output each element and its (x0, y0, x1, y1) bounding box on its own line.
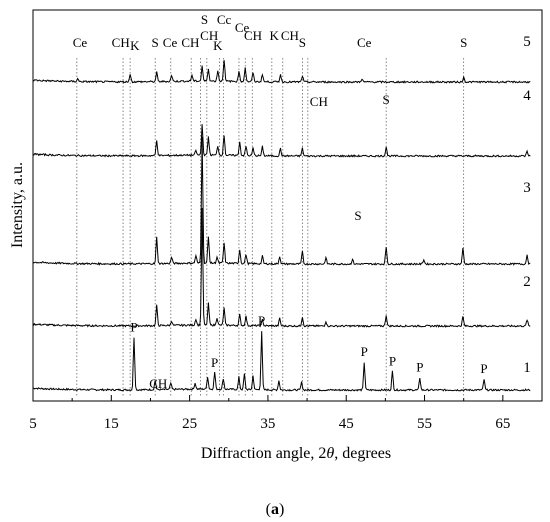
x-tick-label: 55 (417, 416, 432, 432)
reference-lines (76, 58, 465, 396)
peak-label: K (213, 38, 223, 53)
xrd-trace-3 (32, 136, 531, 266)
peak-label: P (361, 344, 368, 359)
peak-label: CH (112, 35, 130, 50)
peak-label: P (389, 353, 396, 368)
peak-label: Ce (73, 35, 88, 50)
plot-frame (32, 9, 543, 402)
peak-label: P (130, 319, 137, 334)
peak-label: P (258, 313, 265, 328)
peak-label: CH (281, 28, 299, 43)
traces (32, 60, 531, 392)
trace-numbers: 1 2 3 4 5 (523, 34, 531, 376)
peak-label: Cc (217, 12, 232, 27)
x-tick-label: 15 (104, 416, 119, 432)
x-tick-label: 5 (29, 416, 37, 432)
x-axis-label-theta: θ (326, 445, 334, 462)
trace-number-2: 2 (523, 274, 531, 290)
peak-label: P (211, 355, 218, 370)
peak-label: Ce (235, 20, 250, 35)
x-axis-label-post: , degrees (334, 445, 391, 462)
figure-caption: (a) (266, 501, 285, 518)
peak-label: P (480, 361, 487, 376)
peak-label: CH (181, 35, 199, 50)
peak-label: Ce (163, 35, 178, 50)
trace-number-3: 3 (523, 180, 531, 196)
xrd-trace-4 (32, 124, 531, 158)
peak-label: K (130, 38, 140, 53)
peak-label: S (460, 35, 467, 50)
peak-label: CH (200, 28, 218, 43)
x-axis-label-pre: Diffraction angle, 2 (201, 445, 326, 462)
peak-label: K (269, 28, 279, 43)
peak-label: S (201, 12, 208, 27)
peak-label: CH (310, 94, 328, 109)
x-tick-label: 35 (260, 416, 275, 432)
xrd-trace-1 (32, 331, 531, 392)
peak-label: CH (149, 376, 167, 391)
caption-open: ( (266, 501, 271, 518)
trace-number-5: 5 (523, 34, 531, 50)
peak-label: S (354, 208, 361, 223)
x-tick-label: 25 (182, 416, 197, 432)
peak-label: S (383, 92, 390, 107)
caption-close: ) (279, 501, 284, 518)
peak-label: Ce (357, 35, 372, 50)
peak-label: CH (244, 28, 262, 43)
x-tick-label: 65 (495, 416, 510, 432)
caption-letter: a (271, 501, 279, 518)
trace-number-4: 4 (523, 88, 531, 104)
trace-number-1: 1 (523, 360, 531, 376)
x-tick-label: 45 (339, 416, 354, 432)
peak-label: S (299, 35, 306, 50)
x-axis-label: Diffraction angle, 2θ, degrees (201, 445, 391, 462)
peak-label: P (416, 360, 423, 375)
x-axis: 5 15 25 35 45 55 65 (29, 395, 543, 432)
y-axis-label: Intensity, a.u. (9, 162, 26, 248)
xrd-trace-2 (32, 207, 531, 328)
xrd-trace-5 (32, 60, 531, 84)
peak-label: S (152, 35, 159, 50)
